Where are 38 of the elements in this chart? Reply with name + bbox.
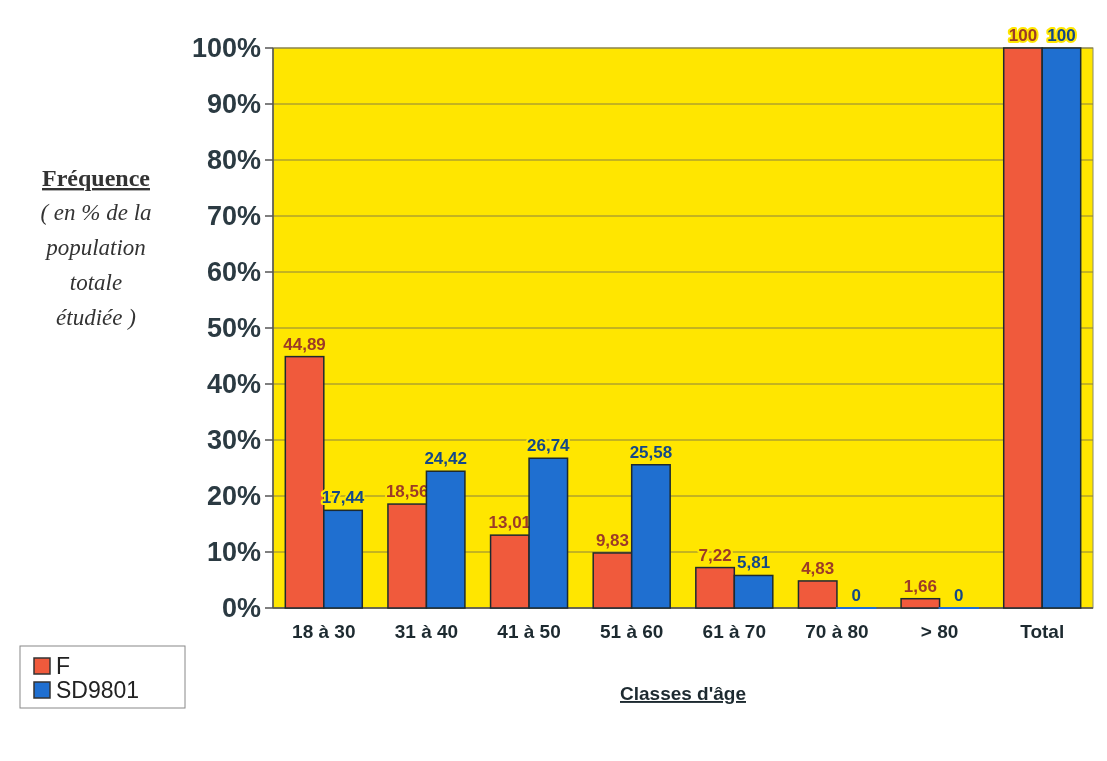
- x-tick-label: 41 à 50: [497, 621, 561, 642]
- data-label: 100: [1008, 26, 1038, 45]
- data-label: 44,89: [283, 334, 326, 354]
- x-tick-label: 61 à 70: [702, 621, 767, 642]
- data-label: 5,81: [737, 553, 771, 573]
- bar: [797, 580, 838, 609]
- y-tick-label: 70%: [206, 201, 261, 232]
- x-tick-label: 18 à 30: [292, 621, 356, 642]
- y-tick-label: 80%: [206, 145, 261, 176]
- bar: [900, 597, 941, 609]
- data-label: 1,66: [903, 576, 937, 596]
- x-tick-label: 31 à 40: [394, 621, 459, 642]
- y-tick-label: 90%: [206, 89, 261, 120]
- data-label: 100: [1047, 26, 1076, 45]
- y-tick-label: 40%: [206, 369, 261, 400]
- y-tick-label: 60%: [206, 257, 261, 288]
- data-label: 0: [851, 586, 861, 605]
- legend-label: F: [56, 653, 71, 679]
- data-label: 26,74: [527, 436, 571, 456]
- y-tick-label: 30%: [206, 425, 261, 456]
- data-label: 7,22: [698, 545, 732, 565]
- y-tick-label: 50%: [206, 313, 261, 344]
- y-axis-title: Fréquence ( en % de la population totale étudiée ): [40, 165, 152, 330]
- x-tick-label: 51 à 60: [599, 621, 664, 642]
- y-tick-label: 100%: [191, 33, 261, 64]
- data-label: 25,58: [629, 442, 673, 462]
- x-tick-label: Total: [1020, 621, 1065, 642]
- data-label: 24,42: [424, 449, 467, 469]
- y-tick-label: 20%: [206, 481, 261, 512]
- y-tick-label: 10%: [206, 537, 261, 568]
- data-label: 4,83: [801, 558, 835, 578]
- y-tick-label: 0%: [221, 593, 261, 624]
- x-axis-title: Classes d'âge: [620, 683, 746, 704]
- x-tick-label: > 80: [920, 621, 959, 642]
- data-label: 9,83: [595, 530, 629, 550]
- x-tick-label: 70 à 80: [805, 621, 869, 642]
- data-label: 0: [954, 586, 964, 605]
- legend-label: SD9801: [56, 677, 140, 703]
